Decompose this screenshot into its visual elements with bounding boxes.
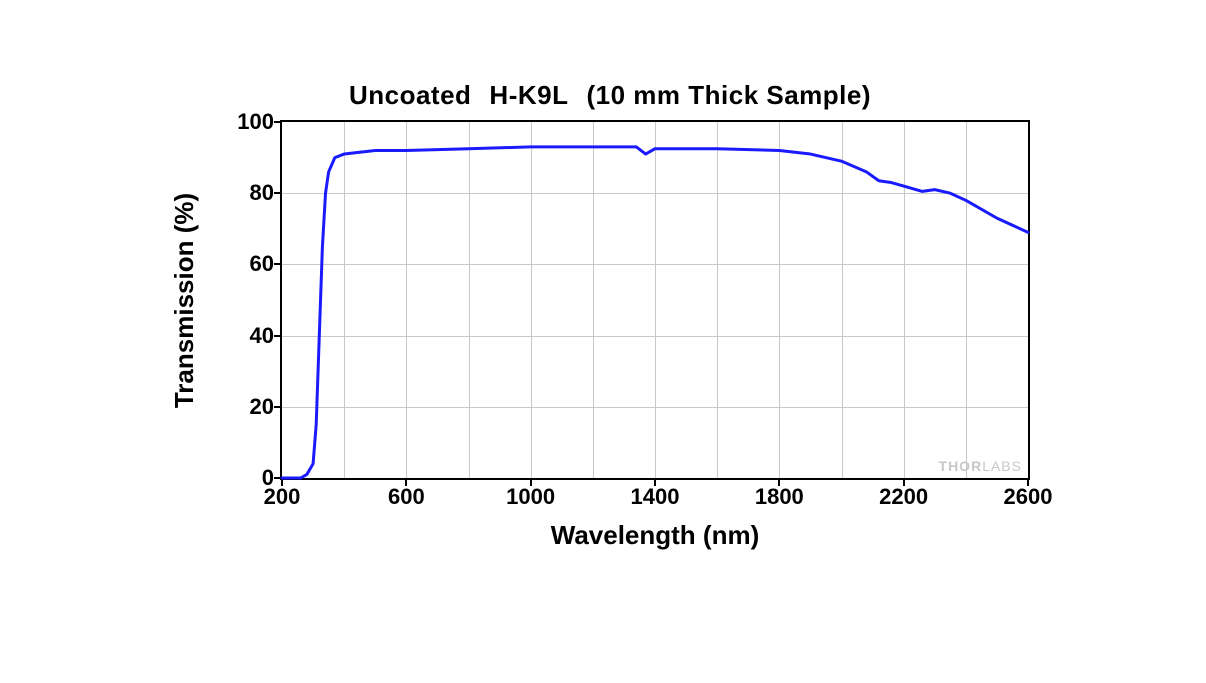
transmission-chart: Uncoated H-K9L (10 mm Thick Sample) Transm… [170, 80, 1050, 570]
y-tick-label: 100 [237, 109, 274, 135]
x-tick-label: 1800 [755, 484, 804, 510]
y-tick-mark [274, 406, 282, 408]
watermark-bold: THOR [939, 458, 983, 474]
transmission-line [282, 147, 1028, 478]
y-tick-label: 60 [250, 251, 274, 277]
x-tick-mark [654, 478, 656, 486]
x-axis-label: Wavelength (nm) [280, 520, 1030, 551]
x-tick-label: 2200 [879, 484, 928, 510]
x-tick-mark [903, 478, 905, 486]
x-tick-label: 600 [388, 484, 425, 510]
data-line [282, 122, 1028, 478]
x-tick-mark [530, 478, 532, 486]
y-tick-mark [274, 263, 282, 265]
y-tick-mark [274, 192, 282, 194]
watermark-thin: LABS [982, 458, 1022, 474]
y-axis-label: Transmission (%) [170, 120, 200, 480]
y-tick-mark [274, 335, 282, 337]
title-part-3: (10 mm Thick Sample) [586, 80, 871, 110]
y-tick-label: 80 [250, 180, 274, 206]
title-part-2: H-K9L [489, 80, 568, 110]
y-tick-mark [274, 121, 282, 123]
title-part-1: Uncoated [349, 80, 471, 110]
watermark: THORLABS [939, 458, 1022, 474]
x-tick-label: 1400 [631, 484, 680, 510]
x-tick-mark [778, 478, 780, 486]
y-tick-label: 0 [262, 465, 274, 491]
x-tick-label: 1000 [506, 484, 555, 510]
y-axis-label-text: Transmission (%) [170, 192, 201, 407]
x-tick-mark [405, 478, 407, 486]
plot-area: 20060010001400180022002600020406080100 T… [280, 120, 1030, 480]
y-tick-label: 20 [250, 394, 274, 420]
chart-title: Uncoated H-K9L (10 mm Thick Sample) [170, 80, 1050, 111]
x-tick-label: 2600 [1004, 484, 1053, 510]
x-tick-mark [1027, 478, 1029, 486]
y-tick-label: 40 [250, 323, 274, 349]
